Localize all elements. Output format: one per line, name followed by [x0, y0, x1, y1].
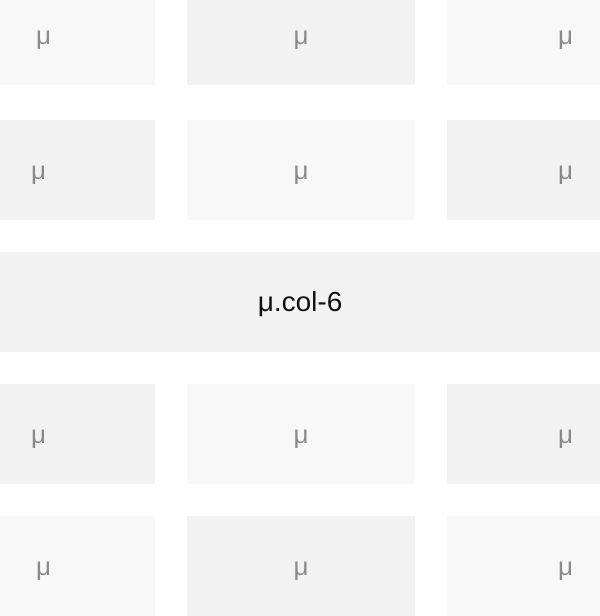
cell-label: μ [293, 154, 309, 185]
cell-label: μ [558, 550, 573, 581]
full-row-label: μ.col-6 [257, 286, 343, 317]
cell-label: μ [36, 19, 51, 50]
grid-full-row-col-6: μ.col-6 [0, 252, 600, 352]
grid-cell-r1-c2: μ [187, 0, 415, 85]
grid-cell-r1-c3: μ [447, 0, 600, 85]
cell-label: μ [558, 19, 573, 50]
grid-cell-r5-c1: μ [0, 516, 155, 616]
cell-label: μ [293, 418, 309, 449]
cell-label: μ [558, 418, 573, 449]
grid-cell-r4-c2: μ [187, 384, 415, 484]
grid-cell-r4-c3: μ [447, 384, 600, 484]
grid-cell-r1-c1: μ [0, 0, 155, 85]
grid-cell-r5-c2: μ [187, 516, 415, 616]
grid-cell-r5-c3: μ [447, 516, 600, 616]
cell-label: μ [31, 418, 46, 449]
cell-label: μ [293, 19, 309, 50]
cell-label: μ [558, 154, 573, 185]
grid-cell-r2-c2: μ [187, 120, 415, 220]
grid-cell-r2-c1: μ [0, 120, 155, 220]
grid-cell-r2-c3: μ [447, 120, 600, 220]
cell-label: μ [36, 550, 51, 581]
cell-label: μ [31, 154, 46, 185]
cell-label: μ [293, 550, 309, 581]
grid-cell-r4-c1: μ [0, 384, 155, 484]
